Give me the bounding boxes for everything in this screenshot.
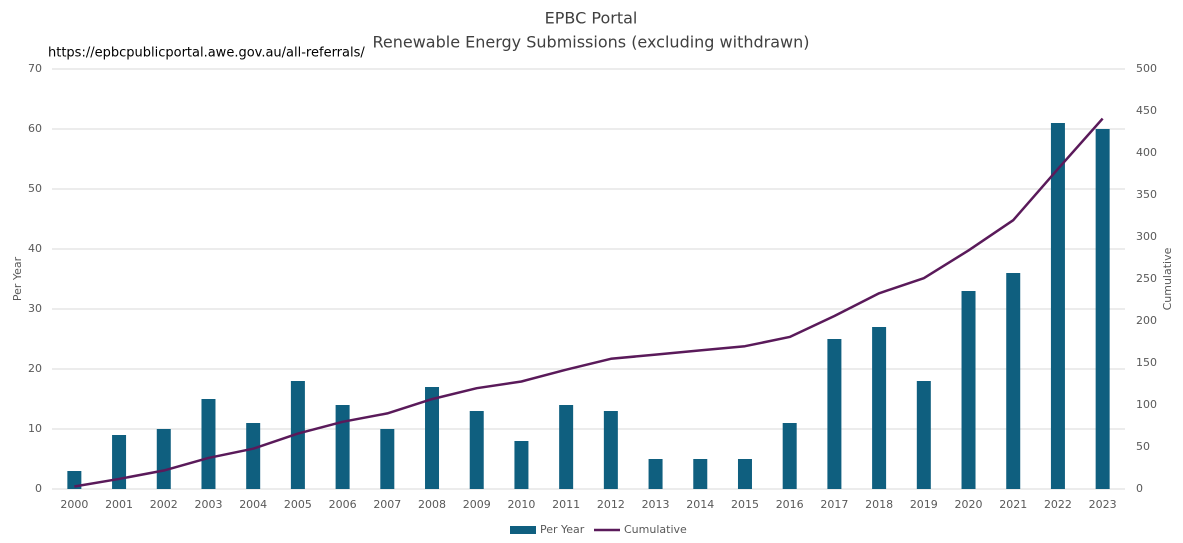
- y2-tick-label: 450: [1136, 104, 1157, 117]
- bar: [156, 429, 171, 489]
- x-tick-label: 2000: [60, 498, 88, 511]
- x-tick-label: 2021: [999, 498, 1027, 511]
- bar: [425, 387, 440, 489]
- x-tick-label: 2009: [463, 498, 491, 511]
- bar: [1095, 129, 1110, 489]
- x-tick-label: 2022: [1044, 498, 1072, 511]
- chart-subtitle: Renewable Energy Submissions (excluding …: [372, 33, 809, 52]
- y2-tick-label: 400: [1136, 146, 1157, 159]
- y2-tick-label: 500: [1136, 62, 1157, 75]
- y2-tick-label: 250: [1136, 272, 1157, 285]
- bar: [335, 405, 350, 489]
- y-axis-label: Per Year: [11, 256, 24, 301]
- bar: [1050, 123, 1065, 489]
- y-tick-label: 40: [28, 242, 42, 255]
- x-tick-label: 2003: [194, 498, 222, 511]
- bar: [67, 471, 82, 489]
- y2-tick-label: 150: [1136, 356, 1157, 369]
- y-tick-label: 10: [28, 422, 42, 435]
- bar: [112, 435, 127, 489]
- bar: [380, 429, 395, 489]
- x-tick-label: 2012: [597, 498, 625, 511]
- x-tick-label: 2014: [686, 498, 714, 511]
- bar: [469, 411, 484, 489]
- bar: [201, 399, 216, 489]
- x-tick-label: 2010: [507, 498, 535, 511]
- x-tick-label: 2023: [1089, 498, 1117, 511]
- bar: [782, 423, 797, 489]
- x-tick-label: 2006: [329, 498, 357, 511]
- y2-tick-label: 200: [1136, 314, 1157, 327]
- bar: [961, 291, 976, 489]
- y2-tick-label: 100: [1136, 398, 1157, 411]
- x-tick-label: 2007: [373, 498, 401, 511]
- legend-label: Cumulative: [624, 523, 687, 536]
- bar: [648, 459, 663, 489]
- x-tick-label: 2015: [731, 498, 759, 511]
- chart-title: EPBC Portal: [545, 9, 638, 28]
- x-tick-label: 2005: [284, 498, 312, 511]
- y-tick-label: 0: [35, 482, 42, 495]
- x-tick-label: 2001: [105, 498, 133, 511]
- y-tick-label: 70: [28, 62, 42, 75]
- y-tick-label: 30: [28, 302, 42, 315]
- y2-tick-label: 300: [1136, 230, 1157, 243]
- y2-axis-label: Cumulative: [1161, 247, 1174, 310]
- x-tick-label: 2011: [552, 498, 580, 511]
- x-tick-label: 2008: [418, 498, 446, 511]
- y-tick-label: 20: [28, 362, 42, 375]
- x-tick-label: 2017: [820, 498, 848, 511]
- y-tick-label: 60: [28, 122, 42, 135]
- x-tick-label: 2013: [642, 498, 670, 511]
- line: [74, 117, 1104, 488]
- bar: [916, 381, 931, 489]
- bar: [290, 381, 305, 489]
- x-tick-label: 2018: [865, 498, 893, 511]
- x-tick-label: 2016: [776, 498, 804, 511]
- x-tick-label: 2020: [955, 498, 983, 511]
- bar: [693, 459, 708, 489]
- bar: [514, 441, 529, 489]
- legend-swatch: [510, 526, 536, 534]
- y2-tick-label: 50: [1136, 440, 1150, 453]
- bar: [246, 423, 261, 489]
- bar: [872, 327, 887, 489]
- bar: [827, 339, 842, 489]
- bar: [559, 405, 574, 489]
- x-tick-label: 2002: [150, 498, 178, 511]
- y-tick-label: 50: [28, 182, 42, 195]
- bar: [1006, 273, 1021, 489]
- y2-tick-label: 350: [1136, 188, 1157, 201]
- bar: [737, 459, 752, 489]
- bar: [603, 411, 618, 489]
- x-tick-label: 2004: [239, 498, 267, 511]
- annotation: https://epbcpublicportal.awe.gov.au/all-…: [48, 46, 365, 61]
- y2-tick-label: 0: [1136, 482, 1143, 495]
- legend-label: Per Year: [540, 523, 585, 536]
- x-tick-label: 2019: [910, 498, 938, 511]
